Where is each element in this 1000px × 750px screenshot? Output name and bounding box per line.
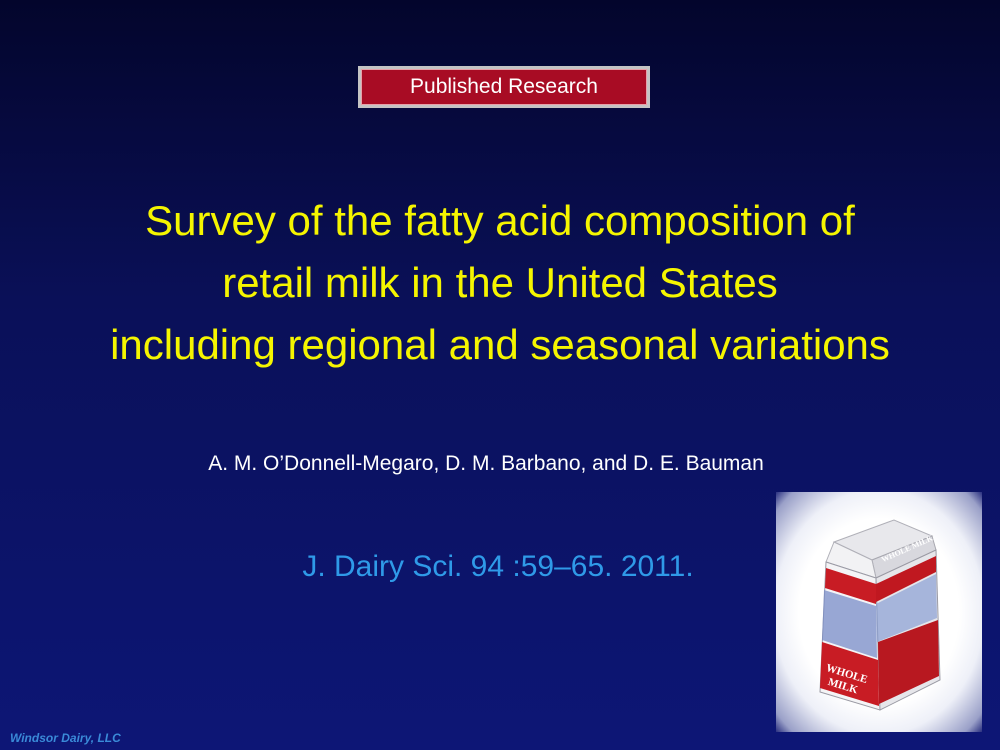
title-line-1: Survey of the fatty acid composition of bbox=[145, 197, 855, 244]
milk-carton-icon bbox=[819, 519, 941, 711]
title-line-2: retail milk in the United States bbox=[222, 259, 778, 306]
milk-carton-photo: WHOLE MILK WHOLE MILK bbox=[776, 492, 982, 732]
footer-brand: Windsor Dairy, LLC bbox=[10, 731, 121, 745]
authors: A. M. O’Donnell-Megaro, D. M. Barbano, a… bbox=[208, 452, 764, 475]
title-line-3: including regional and seasonal variatio… bbox=[110, 321, 890, 368]
published-research-badge: Published Research bbox=[358, 66, 650, 108]
citation: J. Dairy Sci. 94 :59–65. 2011. bbox=[302, 550, 694, 583]
badge-label: Published Research bbox=[361, 69, 647, 105]
slide-title: Survey of the fatty acid composition of … bbox=[20, 190, 980, 376]
